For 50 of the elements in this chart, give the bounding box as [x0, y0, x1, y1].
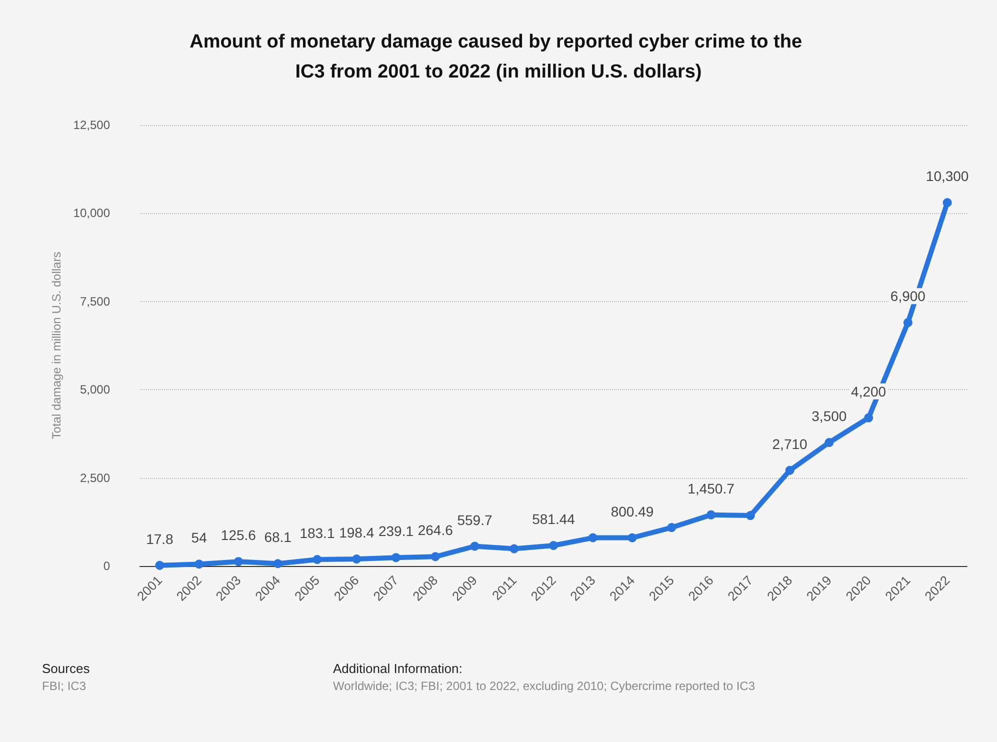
- text: Additional Information:: [333, 661, 462, 676]
- y-tick-label: 12,500: [73, 118, 110, 132]
- data-label: 6,900: [890, 288, 926, 304]
- point: [391, 553, 400, 562]
- point: [628, 533, 637, 542]
- data-label: 239.1: [378, 523, 414, 540]
- point: [549, 540, 558, 550]
- data-label: 17.8: [146, 530, 174, 547]
- point: [667, 523, 676, 532]
- data-label: 125.6: [220, 527, 256, 544]
- point: [706, 510, 716, 520]
- point: [588, 533, 598, 542]
- point: [312, 555, 322, 564]
- point: [234, 557, 243, 566]
- y-tick-label: 7,500: [80, 294, 110, 308]
- data-label: 10,300: [926, 168, 969, 184]
- data-label: 1,450.7: [688, 480, 735, 496]
- text: Sources: [42, 661, 90, 676]
- point: [903, 318, 912, 328]
- y-tick-label: 2,500: [80, 470, 110, 485]
- text: Worldwide; IC3; FBI; 2001 to 2022, excluding 2010; Cybercrime reported to IC3: [333, 679, 756, 693]
- point: [273, 559, 282, 568]
- point: [155, 560, 164, 570]
- point: [785, 466, 794, 475]
- data-label: 2,710: [772, 436, 808, 452]
- y-tick-label: 5,000: [80, 382, 110, 397]
- data-label: 264.6: [418, 522, 454, 538]
- data-label: 800.49: [610, 503, 654, 520]
- point: [430, 552, 440, 562]
- point: [942, 198, 952, 208]
- y-axis-title: Total damage in million U.S. dollars: [49, 252, 64, 440]
- data-label: 559.7: [457, 512, 492, 528]
- data-label: 68.1: [264, 529, 292, 546]
- chart-title: Amount of monetary damage caused by reported cyber crime to the IC3 from 2001 to 2022 (in million U.S. dollars): [190, 32, 808, 82]
- data-label: 3,500: [812, 408, 847, 424]
- data-label: 581.44: [532, 510, 576, 527]
- point: [746, 511, 755, 520]
- point: [510, 544, 519, 554]
- y-tick-label: 10,000: [73, 206, 110, 220]
- point: [470, 542, 480, 551]
- point: [824, 438, 834, 448]
- y-tick-label: 0: [103, 559, 110, 573]
- data-label: 198.4: [339, 524, 374, 540]
- data-label: 4,200: [851, 383, 886, 400]
- point: [352, 554, 362, 564]
- point: [864, 413, 874, 422]
- point: [194, 560, 204, 569]
- text: FBI; IC3: [42, 679, 86, 693]
- data-label: 54: [191, 530, 208, 546]
- data-label: 183.1: [300, 525, 335, 542]
